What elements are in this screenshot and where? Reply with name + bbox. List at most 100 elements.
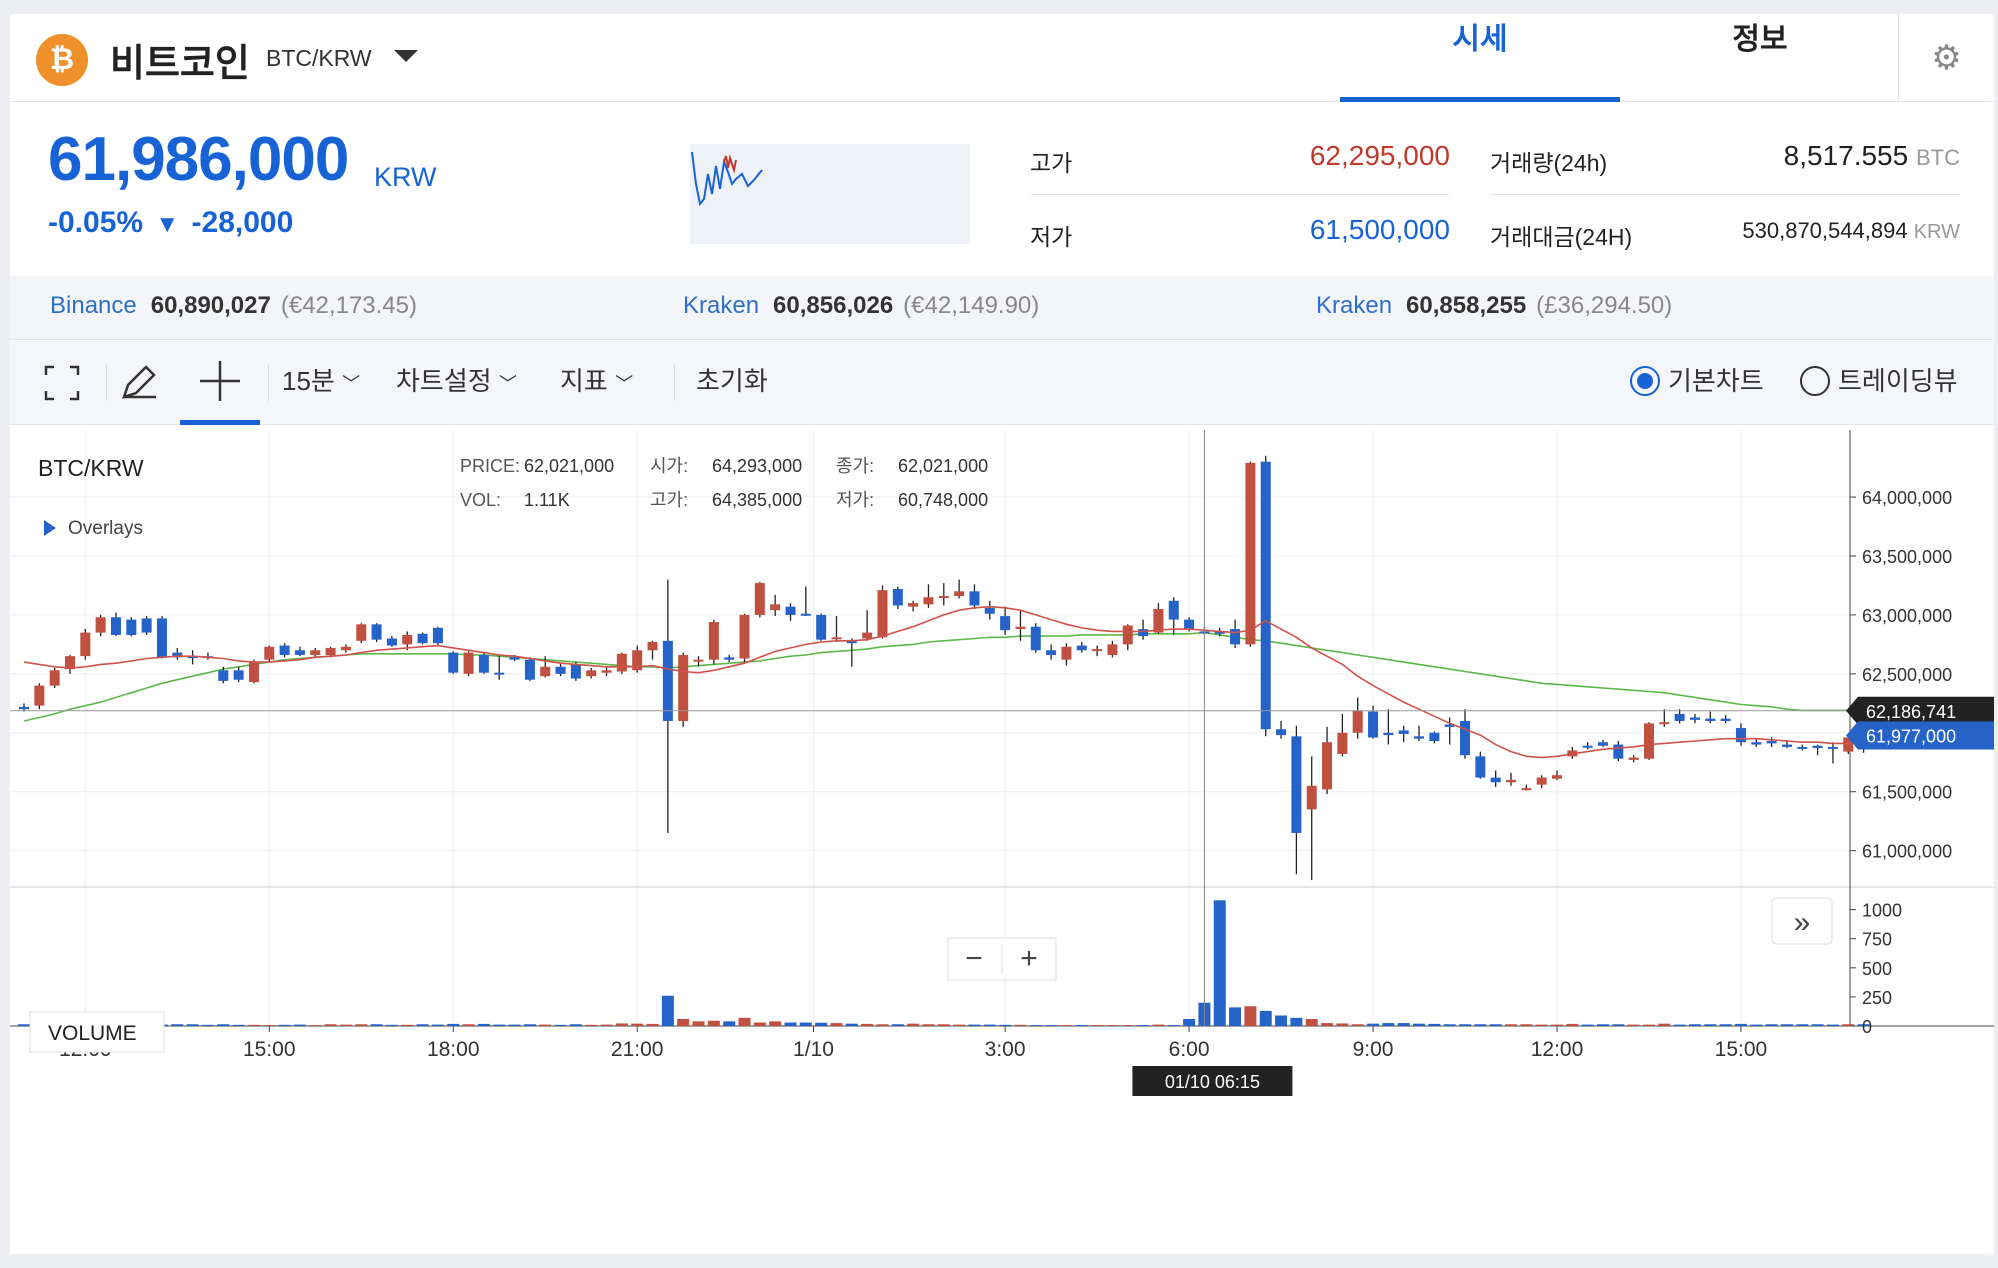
volume-bar xyxy=(171,1024,184,1026)
candle-body xyxy=(310,650,321,655)
candle-body xyxy=(1552,775,1562,779)
candle-body xyxy=(95,617,106,633)
candle-body xyxy=(1536,777,1547,785)
candle-body xyxy=(1628,757,1639,760)
pencil-icon[interactable] xyxy=(118,363,158,410)
gear-icon[interactable]: ⚙ xyxy=(1898,14,1994,102)
candle-body xyxy=(1000,616,1011,631)
exchange-foreign-price: (€42,173.45) xyxy=(280,292,417,319)
chart-settings-label: 차트설정 xyxy=(396,366,492,396)
y-tick-label: 64,000,000 xyxy=(1862,488,1952,508)
volume-bar xyxy=(1535,1024,1548,1026)
volume-bar xyxy=(293,1024,306,1026)
exchange-item[interactable]: Kraken 60,858,255 (£36,294.50) xyxy=(1316,292,1672,320)
volume-bar xyxy=(1642,1024,1655,1026)
chart-grid xyxy=(10,430,1994,1027)
y-tick-label: 63,500,000 xyxy=(1862,547,1952,567)
volume-bar xyxy=(1520,1024,1533,1026)
volume-bar xyxy=(815,1022,828,1026)
candle-body xyxy=(555,666,566,674)
candle-body xyxy=(601,670,612,673)
candle-body xyxy=(110,617,121,635)
candle-body xyxy=(754,583,765,615)
zoom-in-button[interactable]: + xyxy=(1020,942,1038,975)
x-tick-label: 6:00 xyxy=(1169,1038,1210,1061)
candle-body xyxy=(156,618,167,658)
candle-body xyxy=(402,634,413,645)
indicators-menu[interactable]: 지표 ﹀ xyxy=(560,361,633,398)
candle-body xyxy=(1076,645,1087,651)
fullscreen-icon[interactable] xyxy=(44,365,80,408)
ma-price-tag xyxy=(1846,696,1994,725)
candle-body xyxy=(1506,779,1517,783)
candle-body xyxy=(923,597,934,605)
candle-body xyxy=(1245,462,1256,645)
y-tick-label: 63,000,000 xyxy=(1862,606,1952,626)
volume-bar xyxy=(1566,1023,1579,1026)
candle-body xyxy=(1475,756,1486,778)
divider xyxy=(268,365,269,401)
volume-bar xyxy=(1673,1024,1686,1026)
crosshair-icon[interactable] xyxy=(180,341,260,425)
volume-tick-label: 750 xyxy=(1862,930,1892,950)
sparkline xyxy=(690,144,970,244)
volume-bar xyxy=(845,1023,858,1026)
volume-bar xyxy=(1290,1017,1303,1026)
volume-bar xyxy=(539,1024,552,1026)
overlays-toggle[interactable]: Overlays xyxy=(44,518,143,539)
tradingview-radio[interactable]: 트레이딩뷰 xyxy=(1800,361,1958,398)
exchange-prices: Binance 60,890,027 (€42,173.45) Kraken 60,8… xyxy=(10,276,1994,340)
volume-bar xyxy=(1505,1024,1518,1026)
crosshair-label-bg xyxy=(1132,1066,1293,1096)
tab-price[interactable]: 시세 xyxy=(1340,14,1620,102)
candle-body xyxy=(969,591,980,606)
info-label: 저가: xyxy=(836,490,874,510)
volume-bar xyxy=(907,1023,920,1026)
volume-bar xyxy=(1857,1024,1870,1026)
candle-body xyxy=(1843,737,1854,752)
candle-body xyxy=(1613,744,1624,759)
y-tick-label: 62,500,000 xyxy=(1862,665,1952,685)
interval-select[interactable]: 15분 ﹀ xyxy=(282,361,360,398)
volume-tick-label: 1000 xyxy=(1862,901,1902,921)
last-price-label: 61,977,000 xyxy=(1866,726,1956,746)
volume-bar xyxy=(1765,1024,1778,1026)
scroll-to-latest-button[interactable]: » xyxy=(1771,897,1833,945)
volume-bar xyxy=(631,1023,644,1026)
volume-bar xyxy=(1826,1024,1839,1026)
amount-label: 거래대금(24H) xyxy=(1490,224,1633,250)
chart-canvas[interactable]: 64,000,000 63,500,000 63,000,000 62,500,000… xyxy=(10,430,1994,1254)
volume-bar xyxy=(861,1023,874,1026)
reset-button[interactable]: 초기화 xyxy=(696,366,768,396)
candle-body xyxy=(1092,649,1103,652)
candle-body xyxy=(478,654,489,673)
price-chart[interactable]: 64,000,000 63,500,000 63,000,000 62,500,000… xyxy=(10,430,1994,1254)
candle-body xyxy=(1383,732,1394,736)
volume-bar xyxy=(1612,1024,1625,1026)
chevron-down-icon: ﹀ xyxy=(498,374,517,394)
volume-bar xyxy=(1459,1024,1472,1026)
candle-body xyxy=(80,632,91,657)
candle-body xyxy=(954,591,965,597)
candle-body xyxy=(1720,718,1731,721)
volume-bar xyxy=(1382,1023,1395,1026)
candle-body xyxy=(218,670,229,681)
last-price-tag xyxy=(1846,721,1994,750)
tab-info[interactable]: 정보 xyxy=(1732,22,1788,57)
candle-body xyxy=(448,652,459,673)
zoom-controls: − + xyxy=(947,937,1057,981)
moving-average-long xyxy=(23,631,1864,722)
exchange-item[interactable]: Binance 60,890,027 (€42,173.45) xyxy=(50,292,417,320)
candle-body xyxy=(1352,710,1363,733)
basic-chart-radio[interactable]: 기본차트 xyxy=(1630,361,1764,398)
volume-bar xyxy=(585,1024,598,1026)
candle-body xyxy=(248,662,259,683)
zoom-out-button[interactable]: − xyxy=(965,942,983,975)
exchange-item[interactable]: Kraken 60,856,026 (€42,149.90) xyxy=(683,292,1039,320)
chevron-down-icon[interactable] xyxy=(394,50,418,62)
info-value: 1.11K xyxy=(524,490,570,510)
chart-settings-menu[interactable]: 차트설정 ﹀ xyxy=(396,361,517,398)
candle-body xyxy=(1444,724,1455,727)
info-value: 64,385,000 xyxy=(712,490,802,510)
chart-overlay: BTC/KRW Overlays PRICE: 62,021,000 시가: 6… xyxy=(29,455,1833,1053)
